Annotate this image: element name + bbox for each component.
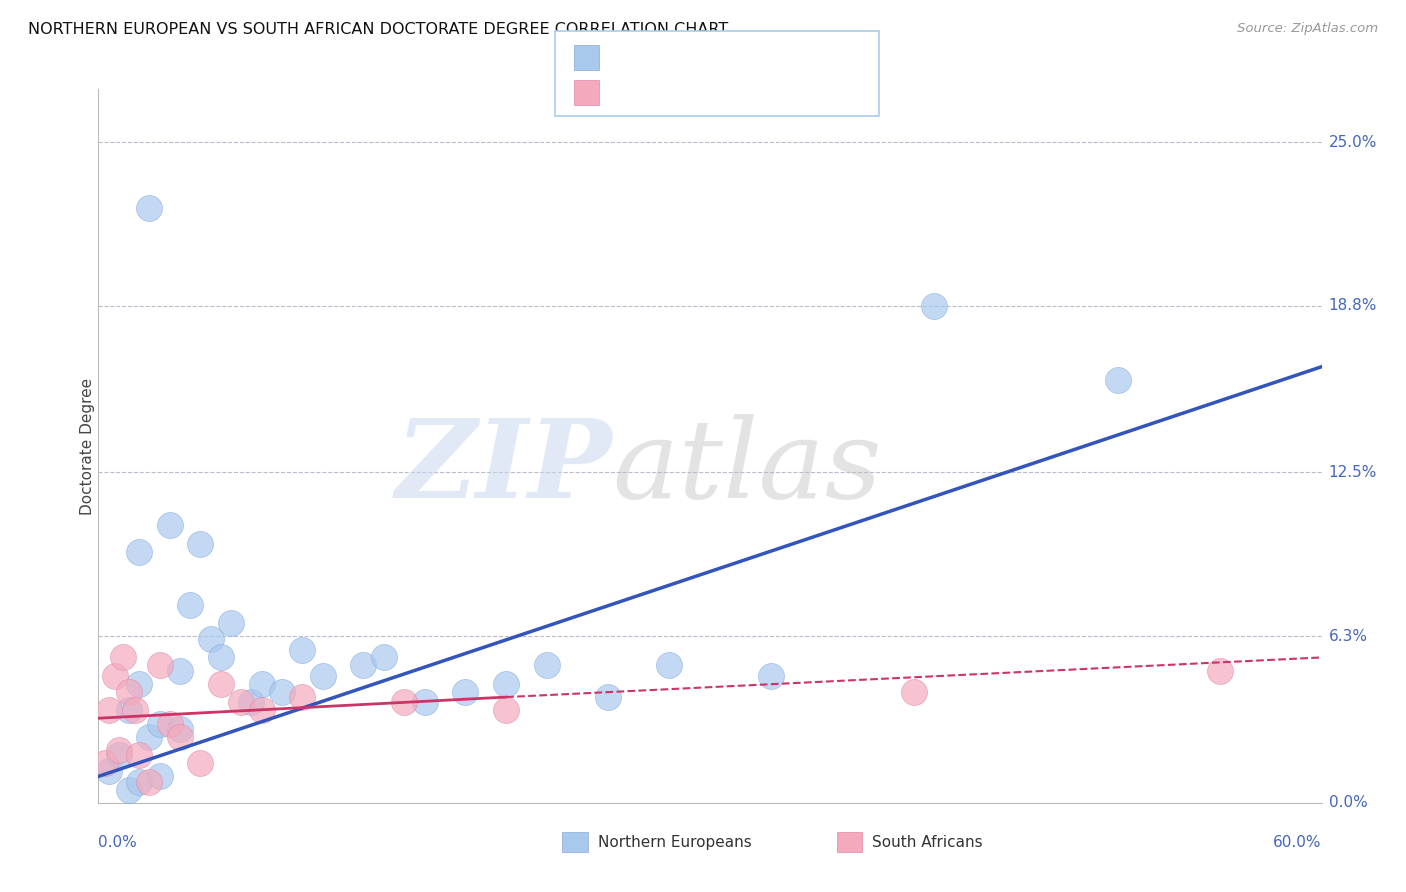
Text: 60.0%: 60.0% <box>1274 836 1322 850</box>
Point <box>138 201 160 215</box>
Point <box>270 685 294 699</box>
Point <box>104 669 127 683</box>
Point <box>118 782 141 797</box>
Point <box>93 756 115 771</box>
Point <box>413 695 436 709</box>
Point <box>108 748 131 763</box>
Text: Source: ZipAtlas.com: Source: ZipAtlas.com <box>1237 22 1378 36</box>
Point <box>128 774 150 789</box>
Point <box>138 730 160 744</box>
Point <box>291 642 314 657</box>
Point <box>373 650 395 665</box>
Point <box>149 769 172 783</box>
Point <box>128 748 150 763</box>
Point <box>922 299 945 313</box>
Text: ZIP: ZIP <box>395 414 612 521</box>
Point <box>118 685 141 699</box>
Point <box>658 658 681 673</box>
Point <box>231 695 253 709</box>
Point <box>97 703 120 717</box>
Text: 0.0%: 0.0% <box>98 836 138 850</box>
Point <box>169 664 191 678</box>
Point <box>138 774 160 789</box>
Point <box>108 743 131 757</box>
Point <box>124 703 146 717</box>
Point <box>188 537 212 551</box>
Point <box>250 703 273 717</box>
Y-axis label: Doctorate Degree: Doctorate Degree <box>80 377 94 515</box>
Point <box>240 695 263 709</box>
Point <box>392 695 416 709</box>
Point <box>200 632 222 646</box>
Point <box>128 677 150 691</box>
Point <box>291 690 314 704</box>
Point <box>536 658 558 673</box>
Point <box>128 545 150 559</box>
Text: atlas: atlas <box>612 414 882 521</box>
Point <box>495 703 517 717</box>
Point <box>97 764 120 778</box>
Text: R = 0.467   N = 35: R = 0.467 N = 35 <box>610 50 775 65</box>
Point <box>179 598 201 612</box>
Point <box>149 716 172 731</box>
Text: 12.5%: 12.5% <box>1329 465 1376 480</box>
Point <box>759 669 782 683</box>
Point <box>596 690 619 704</box>
Point <box>159 716 181 731</box>
Point <box>1107 373 1129 387</box>
Text: 18.8%: 18.8% <box>1329 299 1376 313</box>
Point <box>1208 664 1232 678</box>
Point <box>111 650 134 665</box>
Point <box>169 730 191 744</box>
Point <box>149 658 172 673</box>
Point <box>312 669 335 683</box>
Point <box>454 685 477 699</box>
Point <box>188 756 212 771</box>
Point <box>352 658 374 673</box>
Point <box>159 518 181 533</box>
Point <box>209 677 232 691</box>
Point <box>118 703 141 717</box>
Text: Northern Europeans: Northern Europeans <box>598 835 751 849</box>
Text: NORTHERN EUROPEAN VS SOUTH AFRICAN DOCTORATE DEGREE CORRELATION CHART: NORTHERN EUROPEAN VS SOUTH AFRICAN DOCTO… <box>28 22 728 37</box>
Point <box>169 722 191 736</box>
Point <box>209 650 232 665</box>
Text: 25.0%: 25.0% <box>1329 135 1376 150</box>
Text: 6.3%: 6.3% <box>1329 629 1368 644</box>
Point <box>495 677 517 691</box>
Text: R = 0.061   N = 21: R = 0.061 N = 21 <box>610 86 775 101</box>
Text: 0.0%: 0.0% <box>1329 796 1368 810</box>
Point <box>903 685 925 699</box>
Point <box>250 677 273 691</box>
Point <box>219 616 242 631</box>
Text: South Africans: South Africans <box>872 835 983 849</box>
